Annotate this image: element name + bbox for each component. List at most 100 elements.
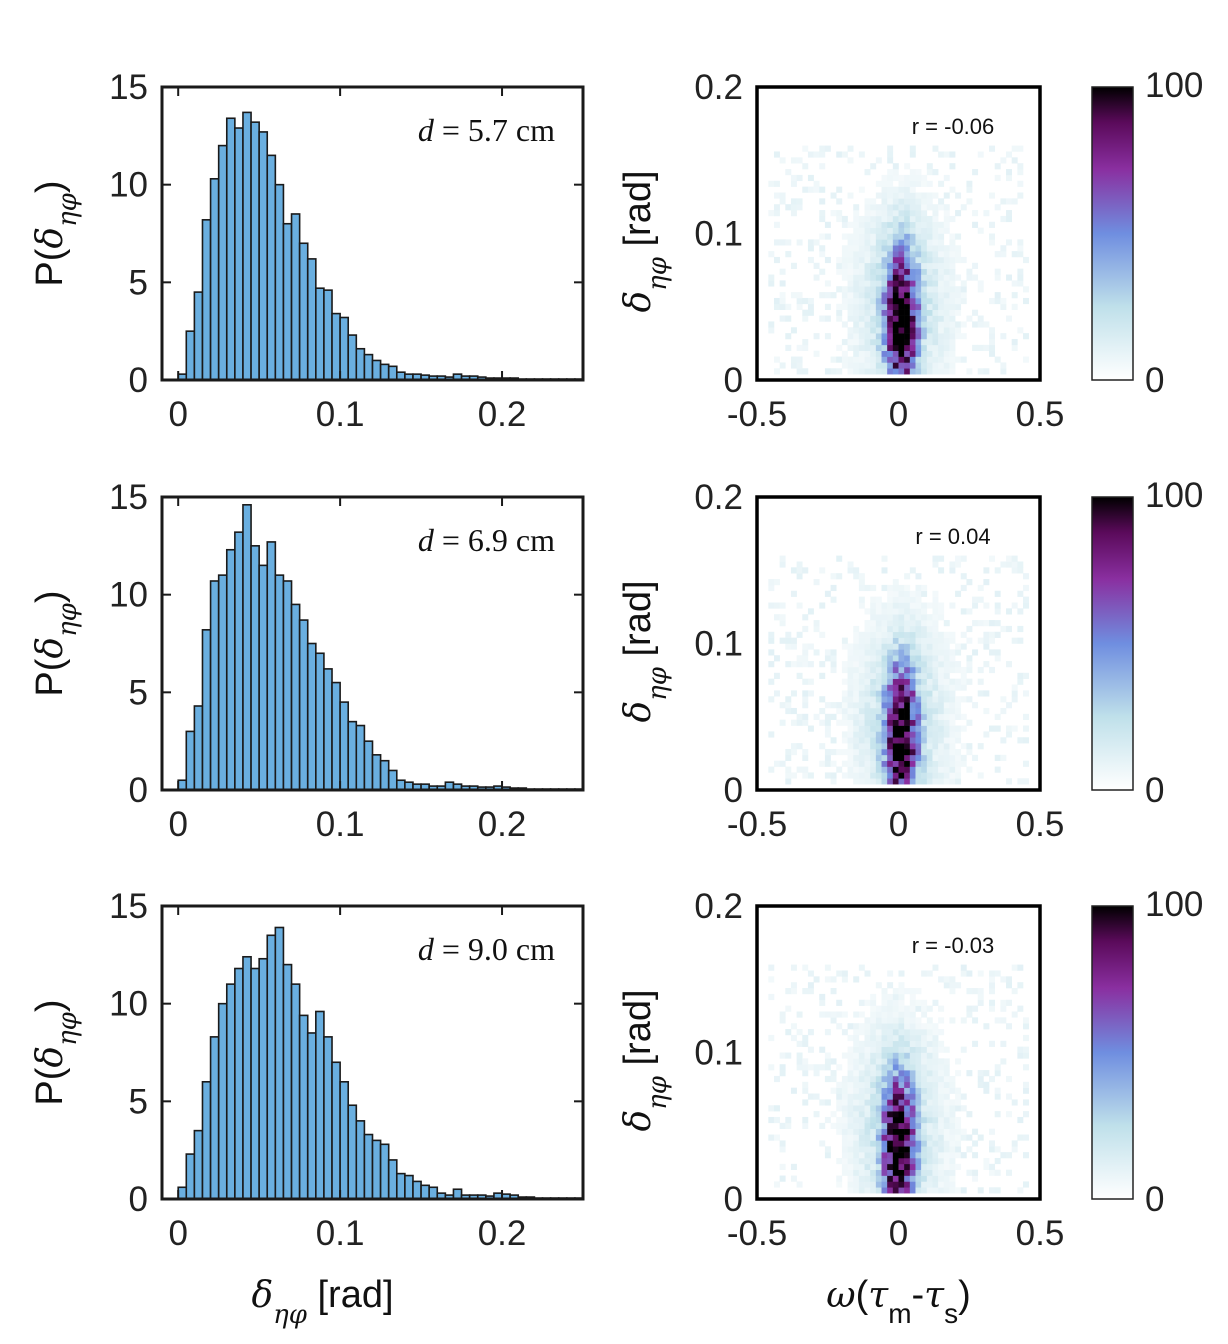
heatmap-cell	[847, 748, 854, 756]
heatmap-cell	[853, 1111, 860, 1118]
heatmap-cell	[926, 702, 933, 709]
heatmap-cell	[796, 743, 803, 750]
heatmap-cell	[887, 169, 894, 176]
heatmap-cell	[830, 292, 837, 299]
heatmap-cell	[926, 725, 933, 732]
heatmap-cell	[853, 743, 860, 750]
heatmap-cell	[1000, 999, 1007, 1006]
heatmap-cell	[915, 637, 922, 644]
heatmap-cell	[972, 262, 979, 269]
heatmap-cell	[887, 333, 894, 340]
heatmap-cell	[932, 637, 939, 644]
heatmap-cell	[921, 1099, 928, 1106]
heatmap-cell	[960, 1134, 967, 1141]
heatmap-cell	[898, 198, 905, 205]
heatmap-cell	[960, 964, 967, 971]
heatmap-cell	[909, 725, 916, 732]
heatmap-cell	[824, 719, 831, 726]
heatmap-cell	[915, 174, 922, 182]
heatmap-cell	[870, 356, 877, 363]
heatmap-cell	[802, 649, 809, 656]
heatmap-cell	[932, 1058, 939, 1065]
heatmap-cell	[926, 637, 933, 644]
heatmap-cell	[802, 1070, 809, 1077]
heatmap-cell	[870, 1070, 877, 1077]
heatmap-cell	[994, 1093, 1001, 1100]
heatmap-cell	[870, 256, 877, 264]
heatmap-cell	[926, 760, 933, 767]
heatmap-cell	[909, 608, 916, 615]
heatmap-cell	[858, 1029, 865, 1036]
heatmap-cell	[779, 1070, 786, 1077]
heatmap-cell	[949, 754, 956, 761]
heatmap-cell	[1023, 1181, 1029, 1188]
heatmap-cell	[841, 297, 848, 305]
heatmap-cell	[875, 754, 882, 761]
heatmap-cell	[949, 713, 956, 720]
heatmap-cell	[921, 303, 928, 310]
heatmap-cell	[875, 245, 882, 252]
heatmap-cell	[779, 315, 786, 322]
heatmap-cell	[887, 262, 894, 269]
heatmap-cell	[768, 993, 775, 1001]
heatmap-cell	[994, 655, 1001, 662]
heatmap-cell	[994, 1111, 1001, 1118]
y-tick-label: 5	[129, 1082, 148, 1121]
heatmap-cell	[909, 1046, 916, 1053]
heatmap-cell	[949, 1157, 956, 1165]
histogram-bar	[347, 334, 358, 381]
heatmap-cell	[830, 737, 837, 744]
heatmap-cell	[875, 227, 882, 234]
heatmap-cell	[949, 602, 956, 609]
heatmap-cell	[938, 1070, 945, 1077]
heatmap-cell	[887, 690, 894, 697]
heatmap-cell	[1023, 725, 1029, 732]
heatmap-cell	[921, 1128, 928, 1135]
heatmap-cell	[972, 210, 979, 217]
heatmap-cell	[887, 251, 894, 258]
heatmap-cell	[1011, 303, 1018, 310]
heatmap-cell	[949, 1152, 956, 1159]
heatmap-cell	[785, 1005, 792, 1012]
heatmap-cell	[932, 672, 939, 679]
heatmap-cell	[932, 262, 939, 269]
heatmap-cell	[938, 268, 945, 275]
histogram-bar	[282, 222, 293, 381]
heatmap-cell	[898, 602, 905, 609]
heatmap-cell	[921, 731, 928, 738]
heatmap-cell	[847, 256, 854, 264]
heatmap-cell	[943, 151, 950, 158]
heatmap-cell	[1000, 297, 1007, 305]
heatmap-cell	[904, 344, 911, 351]
x-tick-label: 0.5	[1016, 805, 1065, 844]
heatmap-cell	[909, 262, 916, 269]
heatmap-cell	[790, 174, 797, 182]
heatmap-cell	[1017, 274, 1024, 281]
heatmap-cell	[853, 1064, 860, 1071]
heatmap-cell	[904, 702, 911, 709]
heatmap-cell	[836, 748, 843, 756]
heatmap-cell	[881, 1081, 888, 1088]
heatmap-cell	[921, 1163, 928, 1170]
heatmap-cell	[864, 356, 871, 363]
heatmap-cell	[904, 1029, 911, 1036]
heatmap-cell	[802, 661, 809, 668]
heatmap-cell	[892, 1116, 899, 1124]
heatmap-cell	[802, 964, 809, 971]
heatmap-cell	[1017, 327, 1024, 334]
heatmap-cell	[773, 368, 780, 375]
heatmap-cell	[836, 1011, 843, 1018]
heatmap-cell	[909, 766, 916, 773]
heatmap-cell	[864, 707, 871, 715]
heatmap-cell	[875, 748, 882, 756]
heatmap-cell	[875, 1017, 882, 1024]
heatmap-cell	[841, 1128, 848, 1135]
heatmap-cell	[983, 637, 990, 644]
heatmap-cell	[870, 245, 877, 252]
heatmap-cell	[847, 286, 854, 293]
heatmap-cell	[926, 292, 933, 299]
heatmap-cell	[892, 163, 899, 170]
heatmap-cell	[887, 1052, 894, 1059]
heatmap-cell	[785, 169, 792, 176]
heatmap-cell	[938, 1017, 945, 1024]
